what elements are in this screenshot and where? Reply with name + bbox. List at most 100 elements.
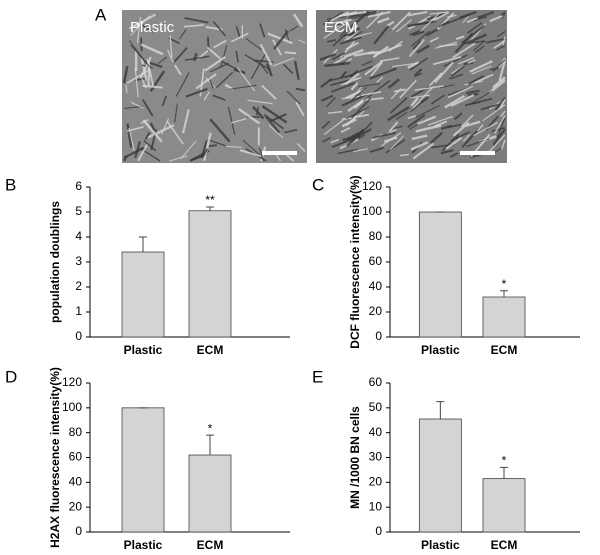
y-tick-label: 0 [375, 524, 382, 538]
panel-label: C [312, 175, 324, 194]
cell [206, 46, 222, 60]
y-axis-label: H2AX fluorescence intensity(%) [48, 367, 62, 548]
cell [341, 93, 369, 107]
cell [459, 10, 477, 19]
cell [203, 132, 212, 161]
cell [343, 32, 355, 38]
x-tick-label: ECM [197, 343, 224, 357]
cell [212, 94, 226, 101]
cell [237, 67, 256, 92]
y-tick-label: 0 [75, 329, 82, 343]
cell [409, 57, 428, 71]
cell [321, 120, 331, 129]
cell [449, 152, 459, 158]
cell [372, 131, 396, 139]
y-tick-label: 50 [369, 400, 383, 414]
y-tick-label: 0 [375, 329, 382, 343]
cell [408, 10, 428, 17]
cell [149, 122, 156, 131]
cell [465, 120, 481, 128]
cell [293, 13, 304, 28]
x-tick-label: Plastic [124, 538, 163, 552]
cell [169, 35, 173, 59]
cell [250, 54, 266, 80]
cell [247, 99, 273, 105]
cell [140, 43, 164, 56]
cell [463, 40, 486, 45]
cell [414, 85, 444, 91]
y-axis-label: DCF fluorescence intensity(%) [348, 175, 362, 348]
cell [441, 124, 453, 130]
cell [364, 60, 384, 76]
cell [235, 50, 239, 63]
cell [427, 115, 453, 126]
cell [412, 30, 425, 37]
cell [140, 23, 154, 33]
cell [182, 109, 190, 134]
cell [448, 73, 464, 80]
cell [220, 45, 228, 68]
cell [380, 132, 402, 147]
cell [414, 22, 428, 26]
cell [166, 49, 174, 63]
cell [410, 141, 429, 151]
bar [188, 210, 232, 338]
cell [242, 139, 263, 158]
cell [352, 76, 362, 81]
cell [393, 88, 406, 93]
cell [494, 115, 506, 134]
cell [128, 127, 135, 151]
x-tick-label: ECM [197, 538, 224, 552]
y-tick-label: 80 [369, 229, 383, 243]
cell [450, 93, 475, 107]
cell [390, 97, 408, 114]
panel-label: B [5, 175, 16, 194]
cell [345, 86, 367, 106]
cell [322, 136, 331, 143]
cell [416, 44, 430, 54]
cell [126, 123, 133, 148]
cell [492, 59, 506, 72]
y-tick-label: 30 [369, 450, 383, 464]
cell [346, 132, 359, 140]
cell [432, 56, 462, 66]
cell [432, 11, 450, 22]
cell [174, 64, 182, 76]
cell [441, 133, 460, 152]
cell [343, 30, 363, 44]
cell [386, 106, 410, 122]
cell [174, 103, 178, 123]
cell [391, 62, 418, 68]
cell [458, 57, 475, 65]
cell [407, 114, 426, 129]
cell [330, 11, 350, 22]
cell [336, 21, 346, 26]
cell [476, 124, 484, 132]
cell [339, 36, 362, 45]
cell [357, 110, 365, 118]
cell [144, 131, 151, 140]
bar [188, 454, 232, 533]
image-label: ECM [324, 19, 357, 36]
cell [415, 104, 440, 119]
cell [496, 30, 506, 38]
cell [345, 106, 370, 120]
y-tick-label: 40 [369, 279, 383, 293]
cell [466, 17, 478, 24]
cell [501, 13, 506, 19]
cell [322, 11, 344, 26]
cell [213, 39, 227, 49]
y-tick-label: 80 [69, 425, 83, 439]
y-tick-label: 10 [369, 499, 383, 513]
cell [344, 65, 373, 79]
y-tick-label: 6 [75, 179, 82, 193]
cell [374, 43, 403, 56]
cell [134, 141, 141, 159]
panel-label: D [5, 367, 17, 386]
cell [261, 105, 288, 124]
bar [418, 418, 462, 533]
cell [143, 140, 157, 152]
y-tick-label: 20 [369, 304, 383, 318]
cell [380, 57, 400, 62]
cell [207, 138, 226, 147]
